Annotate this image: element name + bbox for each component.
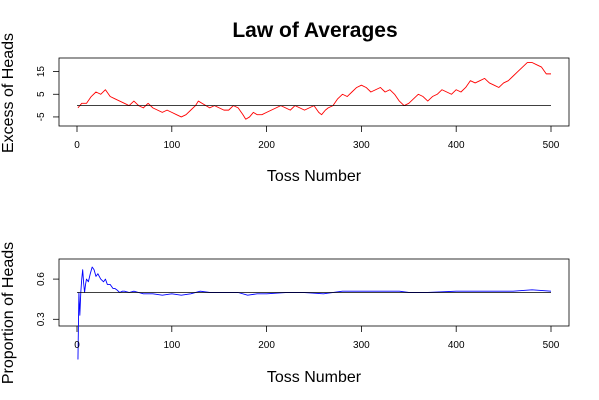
figure-title: Law of Averages bbox=[232, 19, 397, 42]
excess-of-heads-panel: 0 100 200 300 400 500 -5 5 15 Toss Number Excess… bbox=[0, 33, 570, 185]
excess-x-tick-label: 500 bbox=[543, 140, 560, 151]
proportion-y-tick-label: 0.6 bbox=[36, 272, 47, 286]
proportion-x-tick-label: 300 bbox=[353, 340, 370, 351]
proportion-x-axis-label: Toss Number bbox=[267, 369, 362, 386]
excess-plot-frame bbox=[58, 57, 570, 127]
proportion-x-tick-label: 100 bbox=[163, 340, 180, 351]
proportion-x-tick-label: 0 bbox=[74, 340, 80, 351]
proportion-series-line bbox=[77, 266, 552, 360]
excess-x-axis-label: Toss Number bbox=[267, 168, 362, 185]
excess-x-tick-label: 0 bbox=[74, 140, 80, 151]
proportion-series-layer bbox=[77, 266, 552, 360]
excess-x-tick-label: 100 bbox=[163, 140, 180, 151]
proportion-x-tick-label: 200 bbox=[258, 340, 275, 351]
proportion-plot-frame bbox=[58, 258, 570, 327]
proportion-axes-layer: 0 100 200 300 400 500 0.3 0.6 bbox=[36, 272, 560, 351]
excess-x-tick-label: 200 bbox=[258, 140, 275, 151]
excess-y-tick-label: 15 bbox=[36, 66, 47, 78]
proportion-of-heads-panel: 0 100 200 300 400 500 0.3 0.6 Toss Number Propo… bbox=[0, 242, 570, 386]
excess-y-tick-label: -5 bbox=[36, 112, 47, 121]
proportion-x-tick-label: 500 bbox=[543, 340, 560, 351]
excess-axes-layer: 0 100 200 300 400 500 -5 5 15 bbox=[36, 66, 560, 151]
excess-x-tick-label: 400 bbox=[448, 140, 465, 151]
excess-series-layer bbox=[77, 62, 551, 120]
excess-series-line bbox=[77, 62, 551, 120]
proportion-x-tick-label: 400 bbox=[448, 340, 465, 351]
excess-y-tick-label: 5 bbox=[36, 91, 47, 97]
excess-x-tick-label: 300 bbox=[353, 140, 370, 151]
excess-y-axis-label: Excess of Heads bbox=[0, 33, 17, 153]
proportion-y-axis-label: Proportion of Heads bbox=[0, 242, 17, 384]
proportion-y-tick-label: 0.3 bbox=[36, 312, 47, 326]
